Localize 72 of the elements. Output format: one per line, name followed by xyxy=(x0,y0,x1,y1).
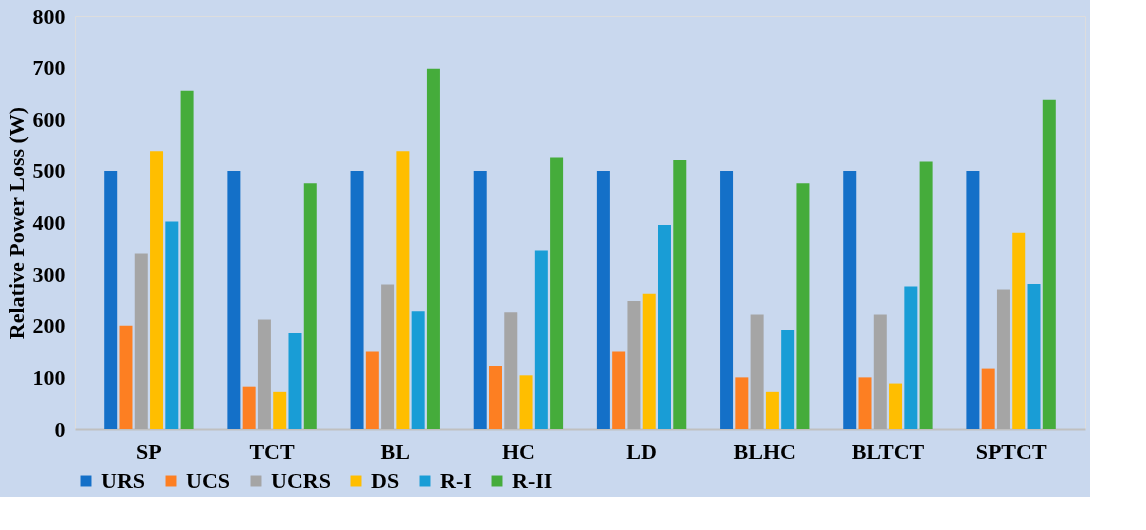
bar xyxy=(796,183,810,429)
bar xyxy=(473,170,487,429)
bar xyxy=(104,170,118,429)
bar xyxy=(365,351,379,429)
bar xyxy=(504,312,518,429)
bar xyxy=(534,250,548,429)
bar xyxy=(765,391,779,429)
bar xyxy=(150,151,164,429)
bar xyxy=(426,68,440,429)
bar xyxy=(381,284,395,429)
bar xyxy=(919,161,933,429)
bar xyxy=(396,151,410,429)
bar xyxy=(996,289,1010,429)
bar xyxy=(550,157,564,429)
bar xyxy=(889,383,903,429)
y-tick-label: 800 xyxy=(32,3,66,29)
bar xyxy=(858,377,872,429)
bar xyxy=(966,170,980,429)
bar xyxy=(981,368,995,429)
bar xyxy=(165,221,179,429)
bar xyxy=(489,366,502,429)
bar xyxy=(288,332,302,429)
bar xyxy=(227,170,241,429)
legend-label: URS xyxy=(101,468,146,493)
y-tick-label: 600 xyxy=(32,106,66,132)
y-axis-title: Relative Power Loss (W) xyxy=(3,106,29,340)
bar xyxy=(1042,99,1056,429)
bar xyxy=(658,225,671,429)
legend-label: R-II xyxy=(512,468,553,493)
bar xyxy=(843,170,857,429)
bar xyxy=(350,170,364,429)
legend-label: DS xyxy=(371,468,400,493)
y-tick-label: 0 xyxy=(54,416,66,442)
bar xyxy=(242,386,256,429)
y-tick-label: 100 xyxy=(32,364,66,390)
x-tick-label: LD xyxy=(626,438,657,464)
x-tick-label: SPTCT xyxy=(975,438,1047,464)
bar xyxy=(119,325,133,429)
legend-label: UCRS xyxy=(271,468,331,493)
legend-label: R-I xyxy=(440,468,472,493)
bar xyxy=(612,351,626,429)
bar xyxy=(411,311,425,429)
y-tick-label: 200 xyxy=(32,313,66,339)
x-tick-label: TCT xyxy=(249,438,296,464)
bar xyxy=(904,286,918,429)
y-tick-label: 300 xyxy=(32,261,66,287)
bar xyxy=(673,160,687,429)
bar xyxy=(720,170,734,429)
x-tick-label: BLHC xyxy=(733,438,796,464)
bar xyxy=(1012,232,1026,429)
bar xyxy=(303,183,317,429)
y-tick-label: 700 xyxy=(32,55,66,81)
bar xyxy=(781,329,795,429)
bar xyxy=(642,293,656,429)
bar xyxy=(273,391,287,429)
bar xyxy=(873,314,887,429)
bar xyxy=(627,300,641,429)
bar xyxy=(180,90,194,429)
bar xyxy=(519,375,533,429)
bar xyxy=(1027,283,1041,429)
x-tick-label: BL xyxy=(380,438,410,464)
legend-label: UCS xyxy=(186,468,231,493)
y-tick-label: 500 xyxy=(32,158,66,184)
x-tick-label: HC xyxy=(501,438,535,464)
x-tick-label: BLTCT xyxy=(851,438,925,464)
bar xyxy=(750,314,764,429)
bar xyxy=(134,253,148,429)
bar xyxy=(596,170,610,429)
bar xyxy=(257,319,271,429)
bar xyxy=(735,377,749,429)
y-tick-label: 400 xyxy=(32,210,66,235)
x-tick-label: SP xyxy=(136,438,162,464)
